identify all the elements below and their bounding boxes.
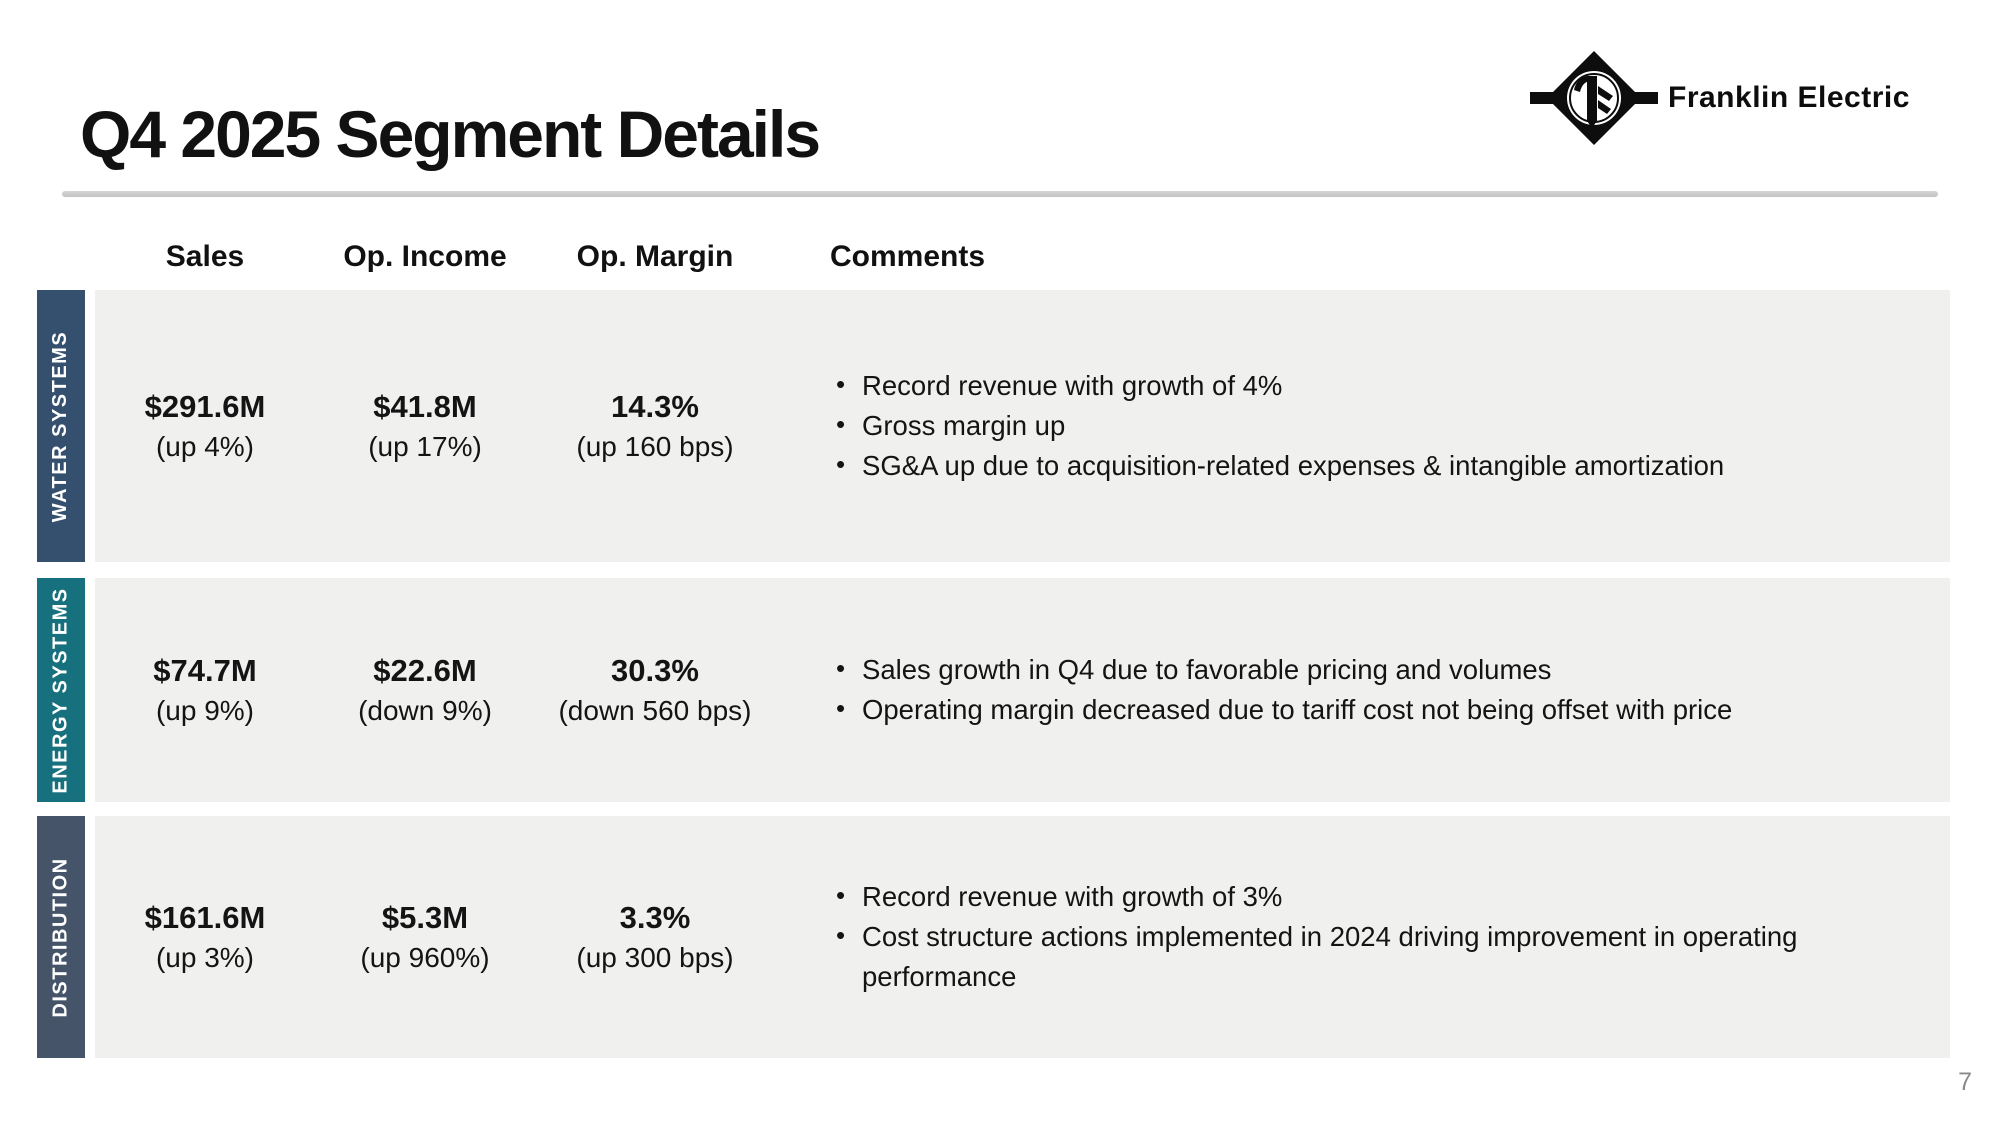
franklin-electric-diamond-icon [1530, 51, 1658, 145]
company-logo-text: Franklin Electric [1668, 81, 1910, 114]
segment-name: DISTRIBUTION [49, 856, 72, 1018]
page-number: 7 [1958, 1068, 1972, 1096]
sales-cell: $291.6M (up 4%) [105, 290, 305, 562]
op-margin-value: 14.3% [611, 389, 699, 425]
comment-item: Sales growth in Q4 due to favorable pric… [832, 650, 1872, 690]
segment-name: WATER SYSTEMS [49, 330, 72, 522]
column-header-comments: Comments [830, 240, 986, 273]
sales-change: (up 9%) [155, 695, 255, 727]
segment-label-bar: DISTRIBUTION [37, 816, 85, 1058]
sales-cell: $74.7M (up 9%) [105, 578, 305, 802]
column-header-sales: Sales [165, 240, 245, 273]
op-margin-value: 30.3% [611, 653, 699, 689]
comments-cell: Sales growth in Q4 due to favorable pric… [832, 578, 1872, 802]
company-logo: Franklin Electric [1528, 50, 1910, 146]
op-margin-value: 3.3% [619, 900, 691, 936]
sales-change: (up 4%) [155, 431, 255, 463]
comment-item: Gross margin up [832, 406, 1872, 446]
op-margin-change: (up 160 bps) [576, 431, 734, 463]
comments-list: Record revenue with growth of 4% Gross m… [832, 366, 1872, 486]
page-title: Q4 2025 Segment Details [80, 97, 821, 171]
op-income-value: $41.8M [373, 389, 477, 425]
sales-change: (up 3%) [155, 942, 255, 974]
op-income-change: (up 960%) [360, 942, 490, 974]
op-margin-change: (down 560 bps) [558, 695, 752, 727]
segment-label-bar: WATER SYSTEMS [37, 290, 85, 562]
comment-item: Cost structure actions implemented in 20… [832, 917, 1872, 997]
comment-item: Record revenue with growth of 3% [832, 877, 1872, 917]
segment-name: ENERGY SYSTEMS [49, 586, 72, 794]
op-income-change: (up 17%) [368, 431, 482, 463]
column-header-op-margin: Op. Margin [576, 240, 734, 273]
op-income-cell: $41.8M (up 17%) [325, 290, 525, 562]
comment-item: Record revenue with growth of 4% [832, 366, 1872, 406]
op-margin-cell: 30.3% (down 560 bps) [510, 578, 800, 802]
sales-value: $291.6M [144, 389, 266, 425]
op-income-cell: $5.3M (up 960%) [325, 816, 525, 1058]
title-divider [62, 191, 1938, 197]
op-income-change: (down 9%) [358, 695, 492, 727]
op-income-cell: $22.6M (down 9%) [325, 578, 525, 802]
comments-cell: Record revenue with growth of 4% Gross m… [832, 290, 1872, 562]
sales-cell: $161.6M (up 3%) [105, 816, 305, 1058]
comment-item: SG&A up due to acquisition-related expen… [832, 446, 1872, 486]
comments-list: Record revenue with growth of 3% Cost st… [832, 877, 1872, 997]
op-margin-cell: 3.3% (up 300 bps) [510, 816, 800, 1058]
table-row-energy-systems: ENERGY SYSTEMS $74.7M (up 9%) $22.6M (do… [0, 578, 2000, 802]
sales-value: $74.7M [153, 653, 257, 689]
segment-label-bar: ENERGY SYSTEMS [37, 578, 85, 802]
comments-cell: Record revenue with growth of 3% Cost st… [832, 816, 1872, 1058]
op-income-value: $22.6M [373, 653, 477, 689]
op-margin-change: (up 300 bps) [576, 942, 734, 974]
op-income-value: $5.3M [381, 900, 469, 936]
table-row-distribution: DISTRIBUTION $161.6M (up 3%) $5.3M (up 9… [0, 816, 2000, 1058]
comment-item: Operating margin decreased due to tariff… [832, 690, 1872, 730]
column-header-op-income: Op. Income [343, 240, 507, 273]
comments-list: Sales growth in Q4 due to favorable pric… [832, 650, 1872, 730]
op-margin-cell: 14.3% (up 160 bps) [510, 290, 800, 562]
table-row-water-systems: WATER SYSTEMS $291.6M (up 4%) $41.8M (up… [0, 290, 2000, 562]
sales-value: $161.6M [144, 900, 266, 936]
